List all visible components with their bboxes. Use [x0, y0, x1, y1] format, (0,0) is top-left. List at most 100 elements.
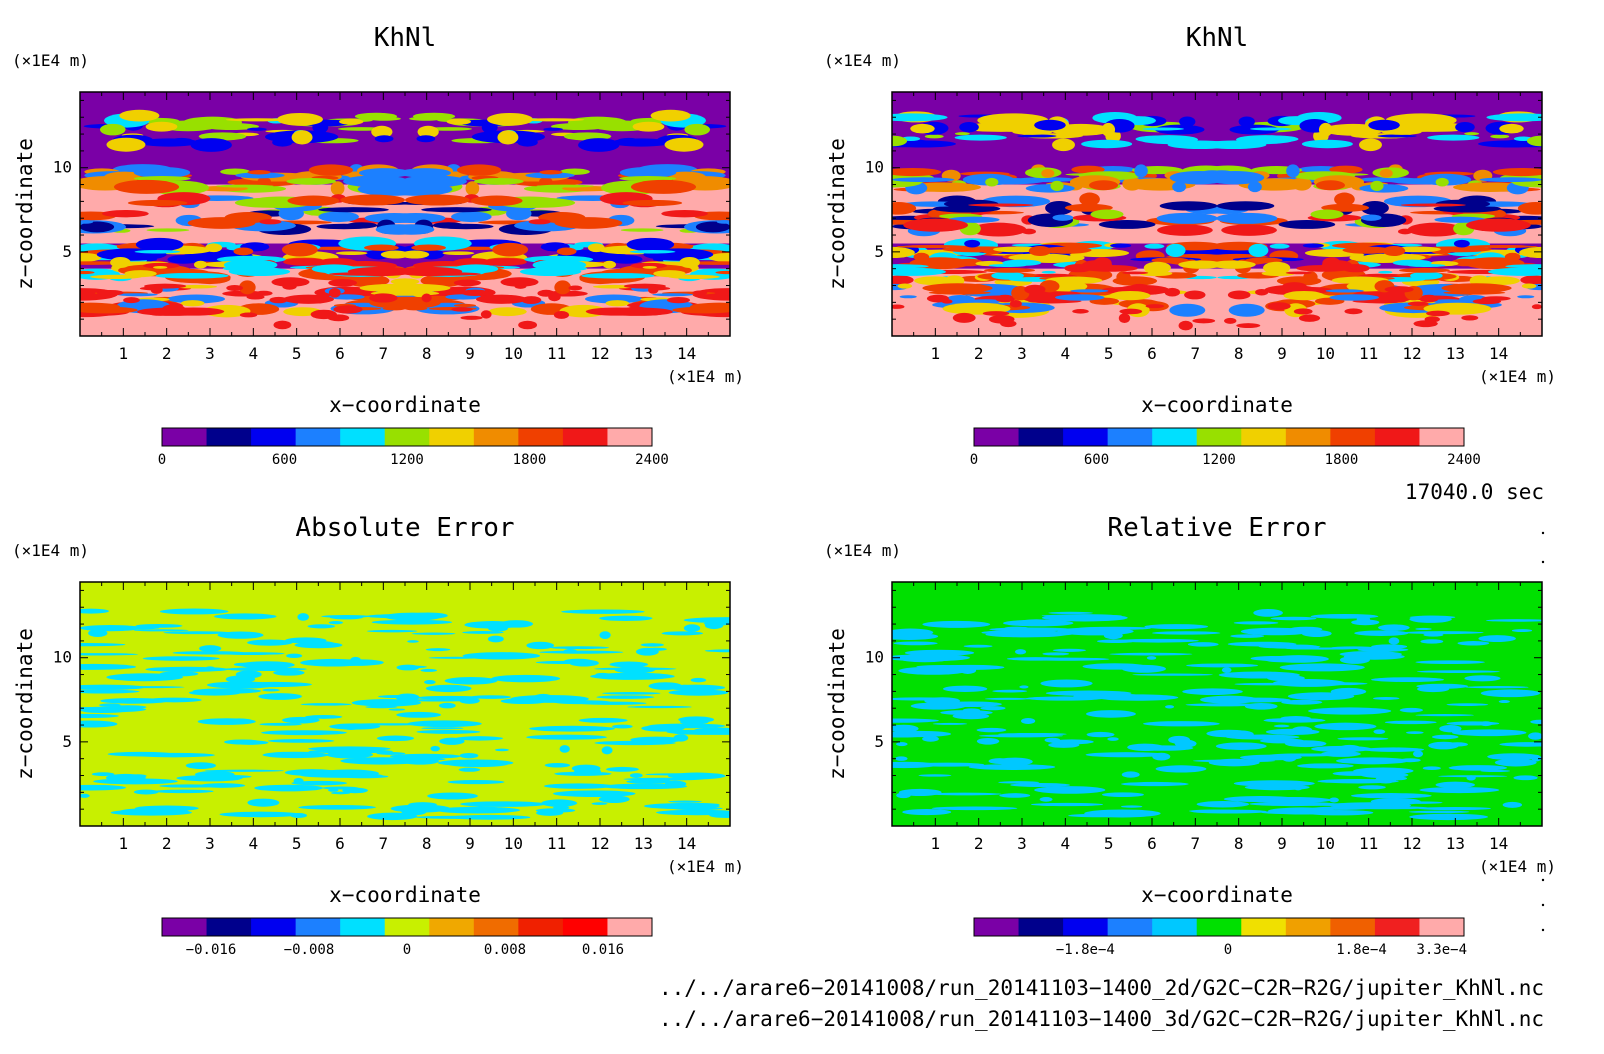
contour-patch — [294, 641, 343, 649]
contour-patch — [405, 194, 470, 206]
file-path-1: ../../arare6−20141008/run_20141103−1400_… — [658, 976, 1544, 1000]
contour-patch — [903, 218, 968, 232]
contour-patch — [1236, 323, 1261, 329]
contour-patch — [142, 656, 220, 661]
colorbar-label: 1200 — [1202, 452, 1236, 468]
contour-patch — [1405, 731, 1424, 735]
contour-patch — [1342, 246, 1393, 254]
x-tick-label: 2 — [974, 344, 984, 363]
x-tick-label: 12 — [590, 834, 609, 853]
contour-patch — [143, 262, 180, 269]
contour-patch — [1085, 752, 1167, 758]
contour-patch — [330, 181, 345, 196]
contour-patch — [1218, 671, 1300, 679]
contour-patch — [1095, 694, 1179, 701]
colorbar-swatch — [1330, 428, 1376, 446]
contour-patch — [424, 680, 436, 685]
contour-patch — [1187, 642, 1219, 647]
contour-patch — [1244, 703, 1278, 710]
contour-patch — [1435, 177, 1449, 187]
contour-field — [892, 582, 1542, 826]
contour-patch — [350, 656, 361, 664]
contour-patch — [652, 293, 694, 297]
contour-patch — [1310, 613, 1379, 619]
x-tick-label: 8 — [422, 834, 432, 853]
contour-patch — [407, 720, 482, 728]
contour-patch — [554, 280, 571, 295]
contour-patch — [1041, 169, 1055, 178]
contour-patch — [1223, 795, 1298, 803]
contour-patch — [1435, 781, 1476, 789]
contour-patch — [451, 307, 473, 312]
colorbar-label: 2400 — [635, 452, 669, 468]
colorbar-swatch — [1330, 918, 1376, 936]
contour-patch — [88, 629, 108, 638]
contour-patch — [291, 130, 313, 145]
contour-patch — [1416, 670, 1500, 673]
contour-patch — [339, 118, 364, 125]
x-tick-label: 3 — [205, 344, 215, 363]
contour-patch — [500, 277, 539, 287]
contour-patch — [622, 199, 683, 207]
contour-patch — [236, 681, 312, 688]
contour-patch — [636, 308, 667, 316]
contour-patch — [1064, 203, 1113, 212]
contour-patch — [80, 689, 140, 694]
contour-patch — [1372, 696, 1400, 700]
colorbar-swatch — [473, 428, 519, 446]
contour-patch — [1117, 638, 1199, 643]
contour-patch — [100, 698, 169, 704]
y-unit-label: (×1E4 m) — [824, 541, 901, 560]
contour-patch — [1410, 271, 1443, 280]
contour-patch — [998, 781, 1040, 784]
contour-patch — [411, 632, 456, 635]
contour-patch — [1315, 180, 1345, 191]
colorbar-label: 1800 — [513, 452, 547, 468]
contour-patch — [606, 766, 639, 772]
contour-patch — [447, 780, 505, 785]
contour-patch — [277, 112, 323, 126]
contour-patch — [80, 720, 118, 728]
x-tick-label: 11 — [1359, 834, 1378, 853]
contour-patch — [1481, 296, 1511, 301]
contour-patch — [290, 813, 308, 818]
contour-patch — [1344, 308, 1363, 315]
x-tick-label: 10 — [1316, 834, 1335, 853]
contour-patch — [388, 708, 406, 711]
contour-patch — [1267, 302, 1291, 311]
contour-patch — [1362, 747, 1425, 752]
contour-patch — [459, 752, 479, 759]
colorbar-swatch — [1419, 428, 1465, 446]
contour-patch — [1486, 113, 1542, 122]
contour-patch — [1068, 813, 1129, 818]
contour-patch — [465, 181, 480, 196]
contour-patch — [384, 612, 442, 621]
x-tick-label: 13 — [1446, 834, 1465, 853]
colorbar-swatch — [562, 918, 608, 936]
colorbar-swatch — [206, 428, 252, 446]
contour-patch — [1050, 180, 1064, 192]
contour-patch — [526, 641, 555, 650]
contour-patch — [127, 199, 188, 207]
contour-patch — [396, 664, 420, 671]
contour-patch — [1427, 134, 1480, 141]
contour-patch — [1143, 721, 1220, 727]
contour-patch — [1014, 649, 1027, 655]
colorbar-swatch — [473, 918, 519, 936]
contour-patch — [1415, 627, 1432, 631]
contour-patch — [1502, 801, 1523, 808]
contour-patch — [297, 613, 309, 621]
x-tick-label: 3 — [1017, 834, 1027, 853]
contour-patch — [596, 695, 655, 699]
x-unit-label: (×1E4 m) — [667, 857, 744, 876]
contour-patch — [239, 661, 295, 669]
contour-patch — [488, 621, 517, 626]
contour-patch — [1358, 785, 1386, 790]
contour-patch — [1004, 626, 1029, 630]
contour-patch — [664, 171, 706, 182]
contour-patch — [482, 258, 527, 266]
contour-patch — [963, 644, 993, 648]
contour-patch — [101, 210, 149, 218]
contour-patch — [609, 661, 649, 668]
contour-patch — [1378, 624, 1410, 631]
